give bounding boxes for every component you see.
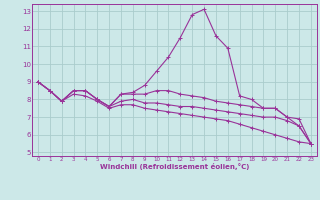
X-axis label: Windchill (Refroidissement éolien,°C): Windchill (Refroidissement éolien,°C): [100, 163, 249, 170]
